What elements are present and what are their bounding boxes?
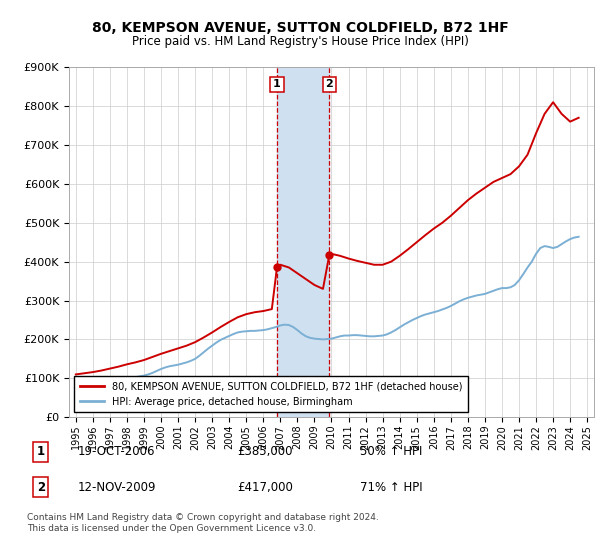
Legend: 80, KEMPSON AVENUE, SUTTON COLDFIELD, B72 1HF (detached house), HPI: Average pri: 80, KEMPSON AVENUE, SUTTON COLDFIELD, B7…: [74, 376, 468, 412]
Text: 1: 1: [273, 80, 281, 90]
Text: 19-OCT-2006: 19-OCT-2006: [78, 445, 155, 459]
Text: £385,000: £385,000: [237, 445, 293, 459]
Text: 80, KEMPSON AVENUE, SUTTON COLDFIELD, B72 1HF: 80, KEMPSON AVENUE, SUTTON COLDFIELD, B7…: [92, 21, 508, 35]
Text: This data is licensed under the Open Government Licence v3.0.: This data is licensed under the Open Gov…: [27, 524, 316, 533]
Text: Contains HM Land Registry data © Crown copyright and database right 2024.: Contains HM Land Registry data © Crown c…: [27, 513, 379, 522]
Text: 50% ↑ HPI: 50% ↑ HPI: [360, 445, 422, 459]
Text: 2: 2: [325, 80, 333, 90]
Bar: [277, 67, 329, 417]
Text: £417,000: £417,000: [237, 480, 293, 494]
Text: 1: 1: [37, 445, 45, 459]
Text: 71% ↑ HPI: 71% ↑ HPI: [360, 480, 422, 494]
Text: 2: 2: [37, 480, 45, 494]
Text: Price paid vs. HM Land Registry's House Price Index (HPI): Price paid vs. HM Land Registry's House …: [131, 35, 469, 48]
Text: 12-NOV-2009: 12-NOV-2009: [78, 480, 157, 494]
